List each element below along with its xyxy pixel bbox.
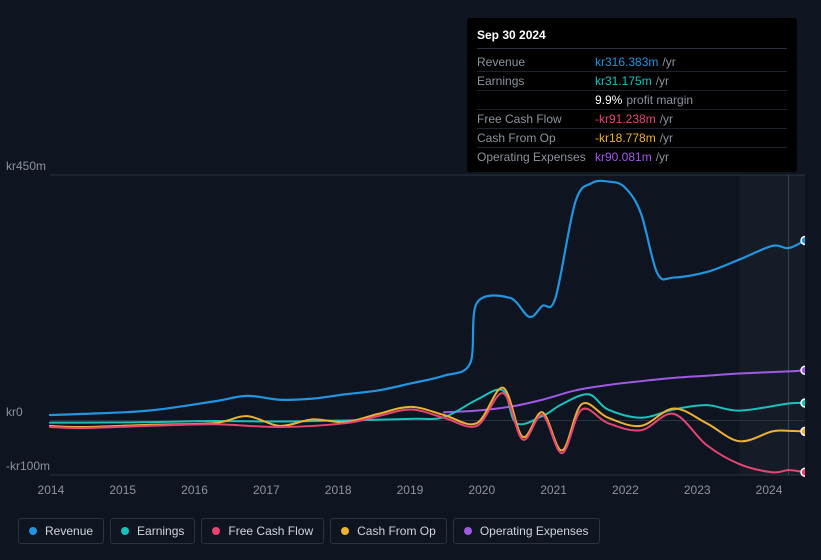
x-tick: 2024 [733, 483, 805, 497]
tooltip-row-value: kr31.175m [595, 74, 652, 88]
legend-label: Operating Expenses [480, 524, 589, 538]
legend-swatch [341, 527, 349, 535]
legend-swatch [464, 527, 472, 535]
tooltip-row-label [477, 93, 595, 107]
x-tick: 2017 [230, 483, 302, 497]
tooltip-row: Free Cash Flow-kr91.238m/yr [477, 110, 787, 129]
legend-swatch [29, 527, 37, 535]
tooltip-row-label: Cash From Op [477, 131, 595, 145]
tooltip-row-suffix: /yr [660, 112, 673, 126]
chart-svg [15, 155, 805, 500]
tooltip-row-value: 9.9% [595, 93, 622, 107]
legend-swatch [121, 527, 129, 535]
legend-label: Cash From Op [357, 524, 436, 538]
legend-label: Revenue [45, 524, 93, 538]
legend-swatch [212, 527, 220, 535]
tooltip-row: Earningskr31.175m/yr [477, 72, 787, 91]
tooltip-row-label: Earnings [477, 74, 595, 88]
x-tick: 2015 [87, 483, 159, 497]
x-tick: 2016 [159, 483, 231, 497]
tooltip-row-label: Free Cash Flow [477, 112, 595, 126]
tooltip-row: Revenuekr316.383m/yr [477, 53, 787, 72]
x-tick: 2021 [518, 483, 590, 497]
chart-legend: Revenue Earnings Free Cash Flow Cash From O… [18, 518, 600, 544]
x-tick: 2023 [661, 483, 733, 497]
tooltip-row-label: Revenue [477, 55, 595, 69]
legend-item[interactable]: Operating Expenses [453, 518, 600, 544]
legend-item[interactable]: Free Cash Flow [201, 518, 324, 544]
x-tick: 2018 [302, 483, 374, 497]
financials-chart[interactable] [15, 155, 805, 500]
tooltip-row-value: kr316.383m [595, 55, 658, 69]
x-tick: 2019 [374, 483, 446, 497]
tooltip-row-suffix: /yr [662, 55, 675, 69]
tooltip-row-value: -kr91.238m [595, 112, 656, 126]
legend-label: Earnings [137, 524, 184, 538]
tooltip-rows: Revenuekr316.383m/yrEarningskr31.175m/yr… [477, 53, 787, 166]
legend-item[interactable]: Earnings [110, 518, 195, 544]
tooltip-row-value: -kr18.778m [595, 131, 656, 145]
legend-item[interactable]: Revenue [18, 518, 104, 544]
tooltip-date: Sep 30 2024 [477, 24, 787, 49]
x-tick: 2022 [590, 483, 662, 497]
x-tick: 2014 [15, 483, 87, 497]
tooltip-row-suffix: profit margin [626, 93, 693, 107]
legend-item[interactable]: Cash From Op [330, 518, 447, 544]
tooltip-row-suffix: /yr [656, 74, 669, 88]
x-tick: 2020 [446, 483, 518, 497]
tooltip-row-suffix: /yr [660, 131, 673, 145]
tooltip-row: 9.9% profit margin [477, 91, 787, 110]
legend-label: Free Cash Flow [228, 524, 313, 538]
x-axis: 2014201520162017201820192020202120222023… [15, 483, 805, 497]
tooltip-row: Cash From Op-kr18.778m/yr [477, 129, 787, 148]
chart-tooltip: Sep 30 2024 Revenuekr316.383m/yrEarnings… [467, 18, 797, 172]
